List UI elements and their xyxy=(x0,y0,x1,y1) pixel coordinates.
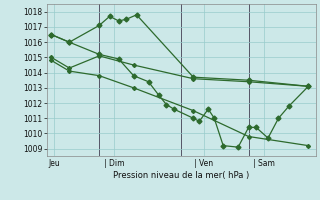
X-axis label: Pression niveau de la mer( hPa ): Pression niveau de la mer( hPa ) xyxy=(113,171,250,180)
